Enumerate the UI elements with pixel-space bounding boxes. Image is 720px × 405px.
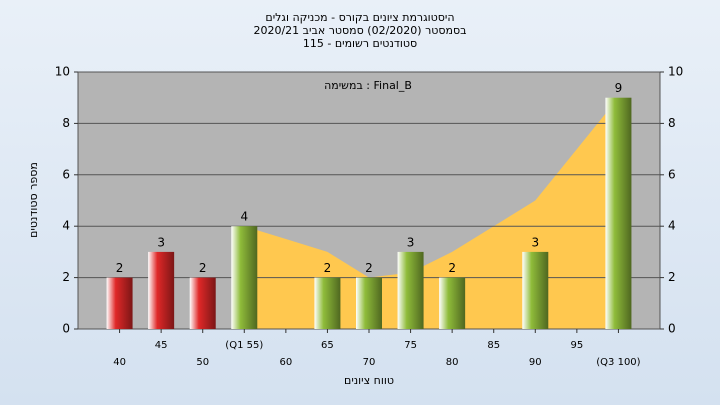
x-tick-label: (Q1 55) — [225, 340, 263, 351]
y-tick-label: 8 — [62, 116, 70, 130]
data-label: 3 — [157, 235, 165, 249]
y-tick-label: 6 — [62, 167, 70, 181]
data-label: 2 — [116, 261, 124, 275]
bar — [605, 97, 632, 329]
bar — [522, 251, 549, 329]
bar — [106, 277, 133, 329]
x-tick-label: (Q3 100) — [596, 357, 640, 368]
bar — [314, 277, 341, 329]
y-tick-label: 4 — [668, 219, 676, 233]
data-label: 2 — [199, 261, 207, 275]
y-tick-label: 2 — [668, 270, 676, 284]
x-tick-label: 95 — [570, 340, 583, 351]
bar — [397, 251, 424, 329]
x-tick-label: 60 — [279, 357, 292, 368]
y-tick-label: 10 — [55, 65, 70, 79]
data-label: 3 — [407, 235, 415, 249]
data-label: 9 — [615, 81, 623, 95]
chart-title: היסטוגרמת ציונים בקורס - מכניקה וגלים — [265, 11, 454, 24]
x-tick-label: 75 — [404, 340, 417, 351]
data-label: 4 — [240, 210, 248, 224]
data-label: 2 — [365, 261, 373, 275]
y-tick-label: 8 — [668, 116, 676, 130]
bar — [231, 226, 258, 329]
bar — [148, 251, 175, 329]
y-axis-label: מספר סטודנטים — [27, 162, 40, 238]
bar — [439, 277, 466, 329]
y-tick-label: 10 — [668, 65, 683, 79]
data-label: 3 — [531, 235, 539, 249]
x-tick-label: 85 — [487, 340, 500, 351]
x-tick-label: 90 — [529, 357, 542, 368]
x-tick-label: 50 — [196, 357, 209, 368]
bar — [189, 277, 216, 329]
chart-subtitle: סטודנטים רשומים - 115 — [303, 37, 417, 50]
chart-subtitle: בסמסטר (02/2020) סמסטר אביב 2020/21 — [253, 24, 466, 37]
data-label: 2 — [324, 261, 332, 275]
y-tick-label: 0 — [62, 322, 70, 336]
x-tick-label: 70 — [363, 357, 376, 368]
x-tick-label: 45 — [155, 340, 168, 351]
annotation: במשימה : Final_B — [324, 79, 412, 92]
data-label: 2 — [448, 261, 456, 275]
x-tick-label: 80 — [446, 357, 459, 368]
y-tick-label: 0 — [668, 322, 676, 336]
y-tick-label: 2 — [62, 270, 70, 284]
x-axis-label: טווח ציונים — [344, 374, 394, 387]
x-tick-label: 40 — [113, 357, 126, 368]
y-tick-label: 4 — [62, 219, 70, 233]
y-tick-label: 6 — [668, 167, 676, 181]
x-tick-label: 65 — [321, 340, 334, 351]
bar — [356, 277, 382, 329]
